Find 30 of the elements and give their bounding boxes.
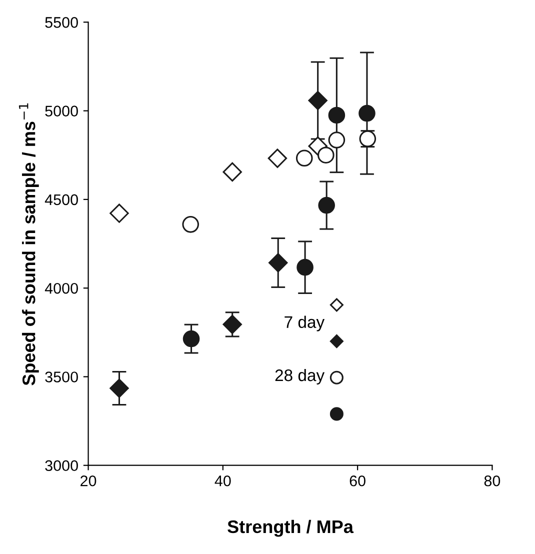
point bbox=[318, 146, 334, 164]
point bbox=[328, 132, 346, 148]
point bbox=[110, 378, 129, 398]
point bbox=[222, 314, 242, 334]
point bbox=[182, 330, 200, 348]
y-tick-label: 4500 bbox=[44, 194, 78, 206]
x-tick-label: 60 bbox=[350, 475, 366, 486]
point bbox=[358, 104, 376, 122]
point bbox=[328, 106, 346, 124]
point bbox=[296, 150, 313, 167]
y-axis-title: Speed of sound in sample / ms$^{−1}$ bbox=[18, 103, 39, 386]
y-tick-label: 5000 bbox=[45, 106, 78, 116]
point bbox=[296, 258, 314, 276]
point bbox=[110, 204, 129, 223]
point bbox=[268, 253, 288, 272]
point bbox=[182, 216, 200, 233]
x-tick-label: 80 bbox=[484, 475, 500, 486]
point bbox=[318, 196, 335, 214]
point bbox=[308, 90, 328, 110]
y-tick-label: 3500 bbox=[45, 372, 78, 382]
annotation: 7 day bbox=[284, 316, 325, 332]
point bbox=[268, 148, 288, 168]
y-tick-label: 4000 bbox=[44, 282, 78, 294]
y-tick-label: 5500 bbox=[45, 17, 78, 28]
x-axis-title: Strength / MPa bbox=[228, 520, 354, 537]
x-tick-label: 40 bbox=[214, 475, 231, 486]
x-tick-label: 20 bbox=[80, 475, 96, 486]
y-tick-label: 3000 bbox=[45, 460, 78, 472]
annotation: 28 day bbox=[275, 368, 325, 384]
point bbox=[222, 162, 242, 182]
